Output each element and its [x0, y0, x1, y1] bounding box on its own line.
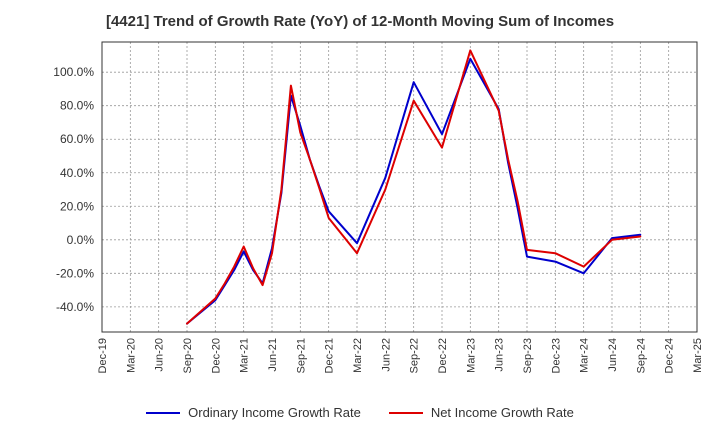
legend-item-ordinary: Ordinary Income Growth Rate: [146, 405, 361, 420]
legend-label-net: Net Income Growth Rate: [430, 405, 574, 420]
y-tick-label: 0.0%: [67, 233, 95, 247]
x-tick-label: Mar-25: [692, 338, 704, 373]
x-tick-label: Jun-24: [607, 338, 619, 372]
x-tick-label: Mar-21: [239, 338, 251, 373]
plot-frame: [101, 41, 698, 333]
x-tick-label: Dec-19: [97, 338, 109, 373]
x-tick-label: Sep-20: [182, 338, 194, 373]
x-tick-label: Jun-21: [267, 338, 279, 372]
x-tick-label: Mar-23: [465, 338, 477, 373]
legend-label-ordinary: Ordinary Income Growth Rate: [188, 405, 361, 420]
chart-title: [4421] Trend of Growth Rate (YoY) of 12-…: [105, 13, 615, 30]
y-tick-label: -40.0%: [56, 300, 94, 314]
legend-swatch-ordinary: [146, 411, 181, 414]
y-tick-label: 100.0%: [53, 65, 94, 79]
line-chart: Dec-19 Mar-20 Jun-20 Sep-20 Dec-20 Mar-21 Jun-…: [53, 41, 704, 373]
x-tick-label: Dec-22: [437, 338, 449, 373]
x-tick-label: Dec-20: [210, 338, 222, 373]
legend-item-net: Net Income Growth Rate: [388, 405, 574, 420]
series-line-net: [186, 49, 642, 325]
x-tick-label: Sep-24: [635, 338, 647, 373]
y-tick-label: 80.0%: [60, 99, 94, 113]
y-tick-label: -20.0%: [56, 266, 94, 280]
x-tick-label: Mar-22: [352, 338, 364, 373]
x-tick-label: Dec-21: [324, 338, 336, 373]
y-tick-label: 20.0%: [60, 199, 94, 213]
x-tick-label: Dec-24: [664, 338, 676, 373]
x-tick-label: Sep-22: [409, 338, 421, 373]
x-tick-label: Jun-20: [154, 338, 166, 372]
x-tick-label: Sep-23: [522, 338, 534, 373]
x-tick-label: Dec-23: [550, 338, 562, 373]
y-tick-label: 60.0%: [60, 132, 94, 146]
x-tick-label: Jun-22: [380, 338, 392, 372]
x-tick-label: Jun-23: [494, 338, 506, 372]
series-line-ordinary: [186, 57, 642, 325]
x-tick-label: Mar-20: [125, 338, 137, 373]
chart-legend: Ordinary Income Growth Rate Net Income G…: [0, 405, 720, 420]
y-tick-label: 40.0%: [60, 166, 94, 180]
x-tick-label: Mar-24: [579, 338, 591, 373]
legend-swatch-net: [388, 411, 423, 414]
plot-area: [102, 42, 697, 332]
x-tick-label: Sep-21: [295, 338, 307, 373]
